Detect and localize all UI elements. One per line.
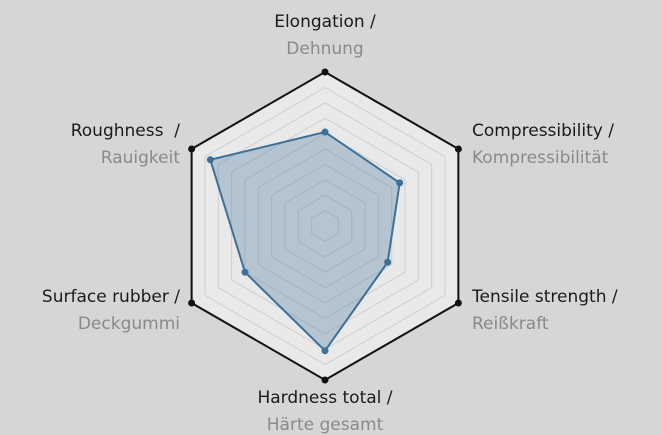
- grid-ring: [284, 179, 366, 273]
- axis-vertex: [321, 68, 329, 76]
- grid-ring: [204, 86, 446, 366]
- axis-vertex: [321, 376, 329, 384]
- data-point: [384, 258, 392, 266]
- axis-label: Roughness /: [71, 121, 181, 141]
- grid-ring: [311, 210, 339, 242]
- grid-ring: [271, 163, 379, 289]
- data-point: [321, 128, 329, 136]
- grid-ring: [257, 148, 393, 304]
- axis-vertex: [188, 299, 196, 307]
- data-point: [396, 179, 404, 187]
- axis-label-translation: Kompressibilität: [472, 148, 609, 168]
- axis-vertex: [454, 299, 462, 307]
- axis-label: Compressibility /: [472, 121, 614, 141]
- axis-label-translation: Rauigkeit: [101, 148, 181, 168]
- grid-ring: [297, 194, 353, 258]
- axis-label-translation: Reißkraft: [472, 314, 549, 334]
- data-point: [206, 156, 214, 164]
- axis-label-translation: Deckgummi: [78, 314, 180, 334]
- axis-label-translation: Dehnung: [286, 39, 363, 59]
- axis-vertex: [188, 145, 196, 153]
- axis-vertex: [454, 145, 462, 153]
- data-point: [241, 268, 249, 276]
- axis-label: Elongation /: [274, 12, 376, 32]
- axis-label: Tensile strength /: [471, 287, 618, 307]
- grid-ring: [244, 133, 406, 319]
- data-point: [321, 347, 329, 355]
- axis-label-translation: Härte gesamt: [267, 415, 384, 435]
- axis-label: Hardness total /: [257, 388, 392, 408]
- axis-label: Surface rubber /: [42, 287, 180, 307]
- grid-ring: [231, 117, 419, 335]
